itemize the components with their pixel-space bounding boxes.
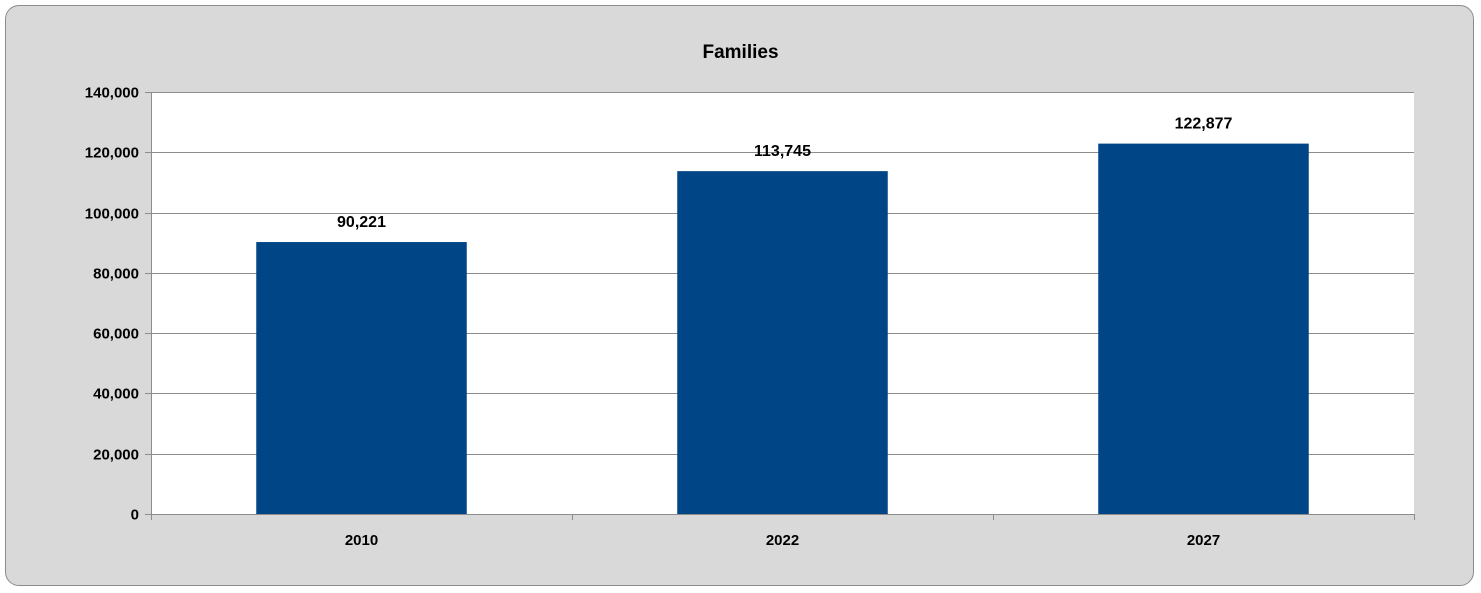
y-tick-label: 100,000 [85,206,139,223]
y-tick-label: 40,000 [93,386,139,403]
y-tick-label: 80,000 [93,266,139,283]
data-label: 90,221 [337,214,386,231]
y-tick-label: 60,000 [93,326,139,343]
x-tick-label: 2027 [1187,532,1220,549]
y-tick-label: 0 [131,507,139,524]
x-tick-label: 2022 [766,532,799,549]
y-tick-label: 120,000 [85,145,139,162]
axes [145,92,1415,520]
chart-frame: Families 0 20,000 40,000 60,000 80,000 100,00… [5,5,1474,586]
bar-2010 [256,242,467,514]
x-tick-label: 2010 [345,532,378,549]
bars [256,143,1309,514]
y-tick-label: 140,000 [85,85,139,102]
data-label: 122,877 [1175,116,1233,133]
bar-2027 [1098,143,1309,514]
bar-2022 [677,171,888,514]
chart-svg: Families 0 20,000 40,000 60,000 80,000 100,00… [85,42,1415,550]
y-tick-label: 20,000 [93,447,139,464]
data-label: 113,745 [754,143,811,160]
chart-title: Families [702,42,778,63]
labels: 0 20,000 40,000 60,000 80,000 100,000 120,000 1… [85,85,1233,550]
